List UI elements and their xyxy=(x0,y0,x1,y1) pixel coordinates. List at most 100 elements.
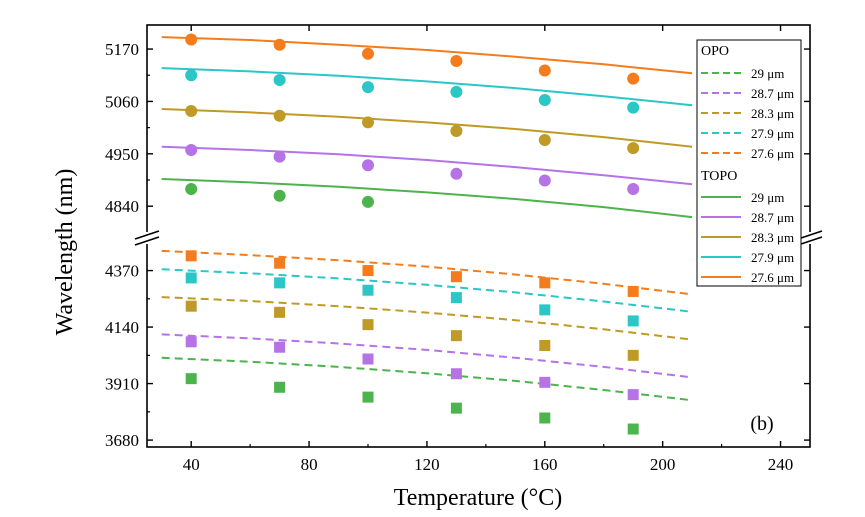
opo-data-point xyxy=(362,353,374,365)
legend-box xyxy=(696,39,802,287)
x-axis-title: Temperature (°C) xyxy=(394,485,563,511)
y-axis-title: Wavelength (nm) xyxy=(52,169,78,336)
topo-data-point xyxy=(538,133,551,146)
topo-data-point xyxy=(361,159,374,172)
y-tick-label: 5060 xyxy=(105,92,139,111)
axis-break-gap xyxy=(798,232,822,244)
axis-break-gap xyxy=(135,232,159,244)
axis-break-mark xyxy=(134,230,160,240)
opo-data-point xyxy=(450,271,462,283)
topo-data-point xyxy=(538,94,551,107)
opo-data-point xyxy=(185,300,197,312)
legend-topo-label: 29 μm xyxy=(751,190,784,205)
y-tick-label: 4950 xyxy=(105,145,139,164)
y-tick-label: 3680 xyxy=(105,431,139,450)
topo-data-point xyxy=(361,116,374,129)
topo-data-point xyxy=(185,33,198,46)
axis-break-mark xyxy=(797,236,823,246)
opo-data-point xyxy=(539,304,551,316)
opo-data-point xyxy=(539,412,551,424)
x-tick-label: 200 xyxy=(650,455,676,474)
opo-data-point xyxy=(362,265,374,277)
y-tick-label: 4840 xyxy=(105,197,139,216)
legend-opo-label: 28.7 μm xyxy=(751,86,794,101)
plot-layer xyxy=(161,33,693,435)
x-tick-label: 160 xyxy=(532,455,558,474)
axis-break-mark xyxy=(797,230,823,240)
legend-opo-label: 28.3 μm xyxy=(751,106,794,121)
topo-data-point xyxy=(361,47,374,60)
topo-fit-line xyxy=(161,178,693,219)
topo-data-point xyxy=(273,150,286,163)
opo-data-point xyxy=(185,373,197,385)
opo-data-point xyxy=(627,423,639,435)
topo-data-point xyxy=(627,142,640,155)
opo-data-point xyxy=(539,277,551,289)
topo-fit-line xyxy=(161,108,693,148)
topo-fit-line xyxy=(161,36,693,75)
legend-opo-label: 29 μm xyxy=(751,66,784,81)
opo-data-point xyxy=(274,381,286,393)
opo-data-point xyxy=(274,341,286,353)
topo-fit-line xyxy=(161,145,693,186)
legend: OPO 29 μm 28.7 μm 28.3 μm 27.9 μm 27.6 μm TOPO… xyxy=(696,39,802,287)
topo-data-point xyxy=(185,69,198,82)
topo-data-point xyxy=(538,64,551,77)
legend-opo-label: 27.6 μm xyxy=(751,146,794,161)
topo-data-point xyxy=(627,72,640,85)
x-tick-label: 240 xyxy=(768,455,794,474)
topo-data-point xyxy=(273,38,286,51)
topo-data-point xyxy=(361,195,374,208)
opo-data-point xyxy=(539,340,551,351)
topo-data-point xyxy=(185,143,198,156)
topo-data-point xyxy=(627,183,640,196)
topo-data-point xyxy=(450,54,463,67)
topo-data-point xyxy=(273,189,286,202)
legend-opo-label: 27.9 μm xyxy=(751,126,794,141)
legend-topo-label: 27.9 μm xyxy=(751,250,794,265)
topo-data-point xyxy=(450,85,463,98)
opo-fit-line xyxy=(161,333,693,379)
opo-data-point xyxy=(274,257,286,269)
opo-data-point xyxy=(539,376,551,388)
opo-data-point xyxy=(450,292,462,304)
panel-label: (b) xyxy=(750,413,773,435)
opo-data-point xyxy=(627,389,639,401)
x-tick-label: 40 xyxy=(183,455,200,474)
axis-break-mark xyxy=(134,236,160,246)
opo-data-point xyxy=(185,250,197,262)
x-tick-label: 80 xyxy=(301,455,318,474)
legend-topo-header: TOPO xyxy=(701,169,737,184)
opo-data-point xyxy=(450,330,462,342)
topo-data-point xyxy=(538,174,551,187)
y-tick-label: 4370 xyxy=(105,262,139,281)
opo-data-point xyxy=(274,306,286,318)
opo-fit-line xyxy=(161,296,693,341)
opo-fit-line xyxy=(161,268,693,313)
legend-topo-label: 28.3 μm xyxy=(751,230,794,245)
topo-data-point xyxy=(627,101,640,114)
opo-data-point xyxy=(362,319,374,331)
opo-data-point xyxy=(185,272,197,284)
opo-data-point xyxy=(450,402,462,414)
opo-data-point xyxy=(627,349,639,361)
legend-opo-header: OPO xyxy=(701,44,729,59)
topo-data-point xyxy=(185,104,198,117)
opo-data-point xyxy=(627,285,639,297)
legend-topo-label: 28.7 μm xyxy=(751,210,794,225)
opo-data-point xyxy=(450,368,462,380)
topo-fit-line xyxy=(161,67,693,107)
topo-data-point xyxy=(361,81,374,94)
y-tick-label: 4140 xyxy=(105,318,139,337)
opo-fit-line xyxy=(161,249,693,296)
topo-data-point xyxy=(450,124,463,137)
legend-topo-label: 27.6 μm xyxy=(751,270,794,285)
opo-data-point xyxy=(185,336,197,348)
y-tick-label: 3910 xyxy=(105,375,139,394)
topo-data-point xyxy=(273,109,286,122)
opo-fit-line xyxy=(161,356,693,402)
opo-data-point xyxy=(274,277,286,289)
x-tick-label: 120 xyxy=(414,455,440,474)
topo-data-point xyxy=(185,183,198,196)
axes-layer: 40 80 120 160 200 240 4840 4950 5060 5170 3680 3910… xyxy=(105,24,823,474)
